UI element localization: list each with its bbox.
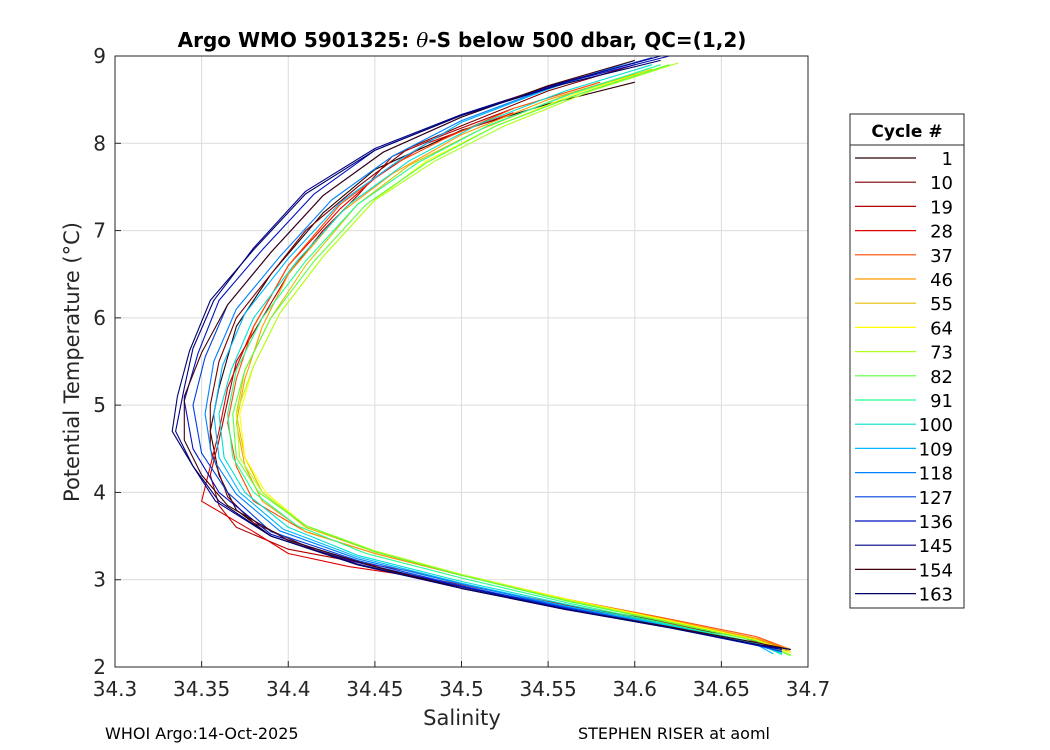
legend-label: 19 [930,197,953,218]
legend-entries: 1 10 19 28 37 46 55 64 73 82 91 100 109 118 127 136 145 1… [855,149,953,606]
legend-label: 109 [919,439,953,460]
x-tick-label: 34.35 [173,677,230,701]
series-line-cycle-118 [204,59,783,653]
series-line-cycle-145 [175,55,783,651]
legend-label: 163 [919,585,953,606]
footer-credit: STEPHEN RISER at aoml [578,724,770,743]
y-tick-label: 2 [93,655,106,679]
x-tick-label: 34.45 [346,677,403,701]
chart-title-theta: θ [416,28,428,52]
legend-label: 1 [942,149,953,170]
series-line-cycle-127 [192,57,783,652]
series-line-cycle-73 [235,62,791,656]
x-tick-label: 34.55 [519,677,576,701]
legend-title: Cycle # [871,122,942,142]
series-line-cycle-91 [227,64,783,656]
x-tick-label: 34.7 [786,677,831,701]
series-line-cycle-136 [183,55,783,651]
x-tick-label: 34.3 [93,677,138,701]
x-tick-label: 34.4 [266,677,311,701]
x-tick-label: 34.65 [693,677,750,701]
chart-title: Argo WMO 5901325: θ-S below 500 dbar, QC… [178,28,747,52]
series-line-cycle-1 [209,81,783,651]
legend-label: 154 [919,560,953,581]
series-line-cycle-100 [218,64,783,655]
y-tick-label: 7 [93,219,106,243]
legend-label: 28 [930,222,953,243]
y-tick-label: 9 [93,44,106,68]
series-line-cycle-154 [183,59,791,651]
axis-ticks: 34.3 34.35 34.4 34.45 34.5 34.55 34.6 34.65 34.7… [93,44,831,701]
y-tick-label: 6 [93,306,106,330]
legend-label: 145 [919,536,953,557]
series-layer [171,55,791,657]
legend: Cycle # 1 10 19 28 37 46 55 64 73 82 91 100 109 118 12… [849,113,965,609]
legend-label: 73 [930,343,953,364]
series-line-cycle-19 [209,107,788,652]
y-tick-label: 5 [93,393,106,417]
series-line-cycle-109 [213,59,774,655]
legend-label: 127 [919,488,953,509]
legend-label: 37 [930,246,953,267]
legend-label: 82 [930,367,953,388]
legend-label: 100 [919,415,953,436]
legend-label: 64 [930,318,953,339]
legend-label: 55 [930,294,953,315]
series-line-cycle-82 [232,64,791,657]
x-tick-label: 34.5 [439,677,484,701]
chart-title-part-2: -S below 500 dbar, QC=(1,2) [428,28,746,52]
series-line-cycle-55 [235,68,791,652]
series-line-cycle-64 [239,64,791,654]
y-tick-label: 3 [93,568,106,592]
series-line-cycle-28 [201,112,788,651]
x-axis-label: Salinity [423,706,501,730]
legend-label: 118 [919,464,953,485]
legend-label: 46 [930,270,953,291]
chart-title-part-1: Argo WMO 5901325: [178,28,417,52]
legend-label: 10 [930,173,953,194]
y-tick-label: 4 [93,480,106,504]
series-line-cycle-46 [235,72,791,651]
series-line-cycle-37 [227,81,791,651]
legend-label: 91 [930,391,953,412]
y-tick-label: 8 [93,131,106,155]
series-line-cycle-163 [171,59,791,651]
y-axis-label: Potential Temperature (°C) [60,222,84,502]
series-line-cycle-10 [209,64,791,651]
legend-label: 136 [919,512,953,533]
x-tick-label: 34.6 [612,677,657,701]
legend-box [849,113,965,609]
footer-date: WHOI Argo:14-Oct-2025 [105,724,299,743]
